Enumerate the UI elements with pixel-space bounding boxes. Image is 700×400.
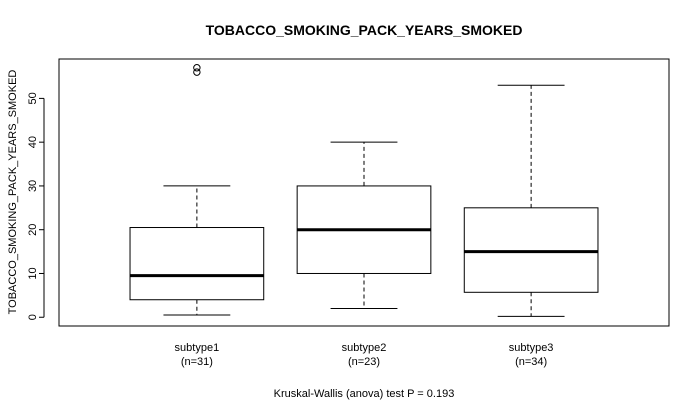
chart-title: TOBACCO_SMOKING_PACK_YEARS_SMOKED <box>206 22 523 38</box>
x-axis-labels: subtype1 (n=31) subtype2 (n=23) subtype3 (n=3… <box>175 342 554 368</box>
category-count: (n=23) <box>348 356 380 368</box>
y-tick-label: 50 <box>27 92 39 104</box>
plot-frame <box>58 58 670 327</box>
category-label: subtype1 <box>175 342 220 354</box>
box-subtype2 <box>296 141 432 309</box>
category-label: subtype3 <box>509 342 554 354</box>
test-footer: Kruskal-Wallis (anova) test P = 0.193 <box>274 388 455 400</box>
y-tick-label: 40 <box>27 136 39 148</box>
y-tick-label: 10 <box>27 267 39 279</box>
category-label: subtype2 <box>342 342 387 354</box>
y-tick-label: 30 <box>27 180 39 192</box>
y-axis: 0 10 20 30 40 50 <box>27 92 45 320</box>
outlier-point <box>193 68 201 76</box>
iqr-box <box>129 227 265 301</box>
y-axis-label: TOBACCO_SMOKING_PACK_YEARS_SMOKED <box>7 70 19 315</box>
category-count: (n=34) <box>515 356 547 368</box>
boxes-group <box>129 64 599 317</box>
box-subtype3 <box>463 84 599 317</box>
box-subtype1 <box>129 64 265 316</box>
outlier-point <box>193 64 201 72</box>
category-count: (n=31) <box>181 356 213 368</box>
y-tick-label: 20 <box>27 224 39 236</box>
iqr-box <box>463 207 599 293</box>
y-tick-label: 0 <box>27 314 39 320</box>
